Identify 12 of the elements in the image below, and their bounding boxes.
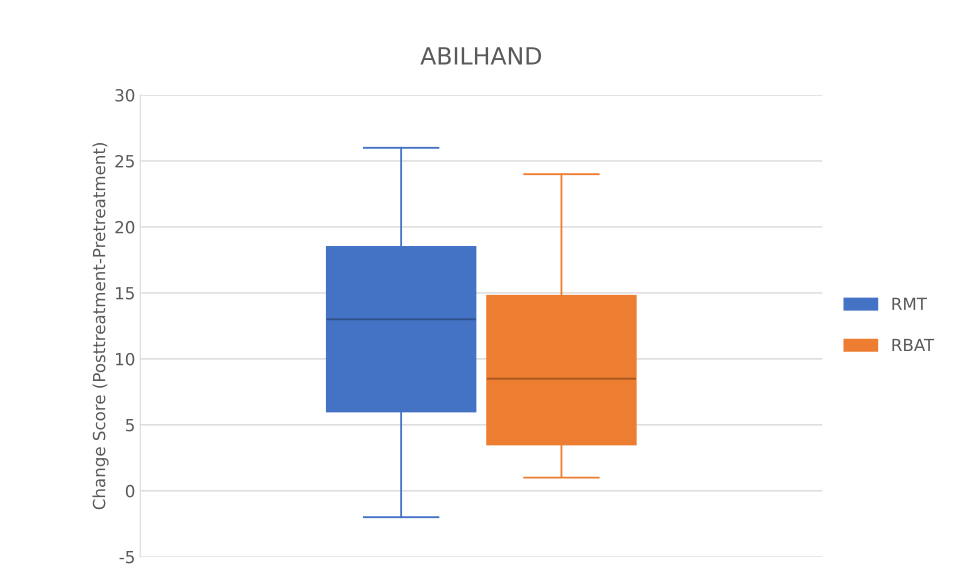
y-tick-label: 15 <box>116 287 134 300</box>
y-tick-label: 20 <box>115 220 134 234</box>
legend-label: RMT <box>892 298 928 310</box>
y-axis-title: Change Score (Posttreatment-Pretreatment) <box>92 143 109 510</box>
chart-title: ABILHAND <box>420 47 542 64</box>
y-tick-label: 30 <box>115 88 134 102</box>
y-tick-label: 0 <box>126 484 134 498</box>
y-tick-label: 25 <box>115 154 134 168</box>
y-tick-label: 10 <box>116 352 134 366</box>
y-tick-label: -5 <box>120 550 134 564</box>
legend-label: RBAT <box>892 338 934 352</box>
y-tick-label: 5 <box>126 419 134 432</box>
